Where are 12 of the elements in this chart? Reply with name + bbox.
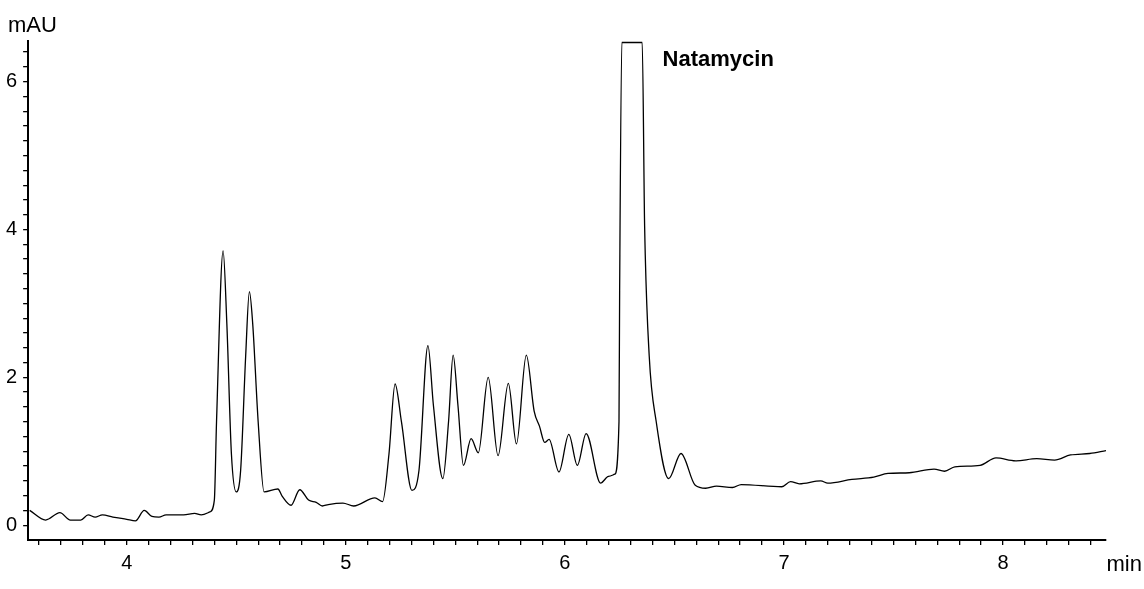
- annotation: Natamycin: [662, 45, 774, 71]
- x-tick-label: 6: [559, 550, 571, 573]
- y-tick-label: 6: [6, 69, 18, 92]
- y-axis-title: mAU: [8, 12, 57, 38]
- y-tick-label: 4: [6, 217, 18, 240]
- x-tick-label: 5: [340, 550, 352, 573]
- x-tick-label: 8: [997, 550, 1009, 573]
- y-tick-label: 0: [6, 512, 18, 535]
- x-tick-label: 4: [121, 550, 133, 573]
- x-axis-title: min: [1106, 551, 1142, 577]
- x-tick-label: 7: [778, 550, 790, 573]
- y-tick-label: 2: [6, 364, 18, 387]
